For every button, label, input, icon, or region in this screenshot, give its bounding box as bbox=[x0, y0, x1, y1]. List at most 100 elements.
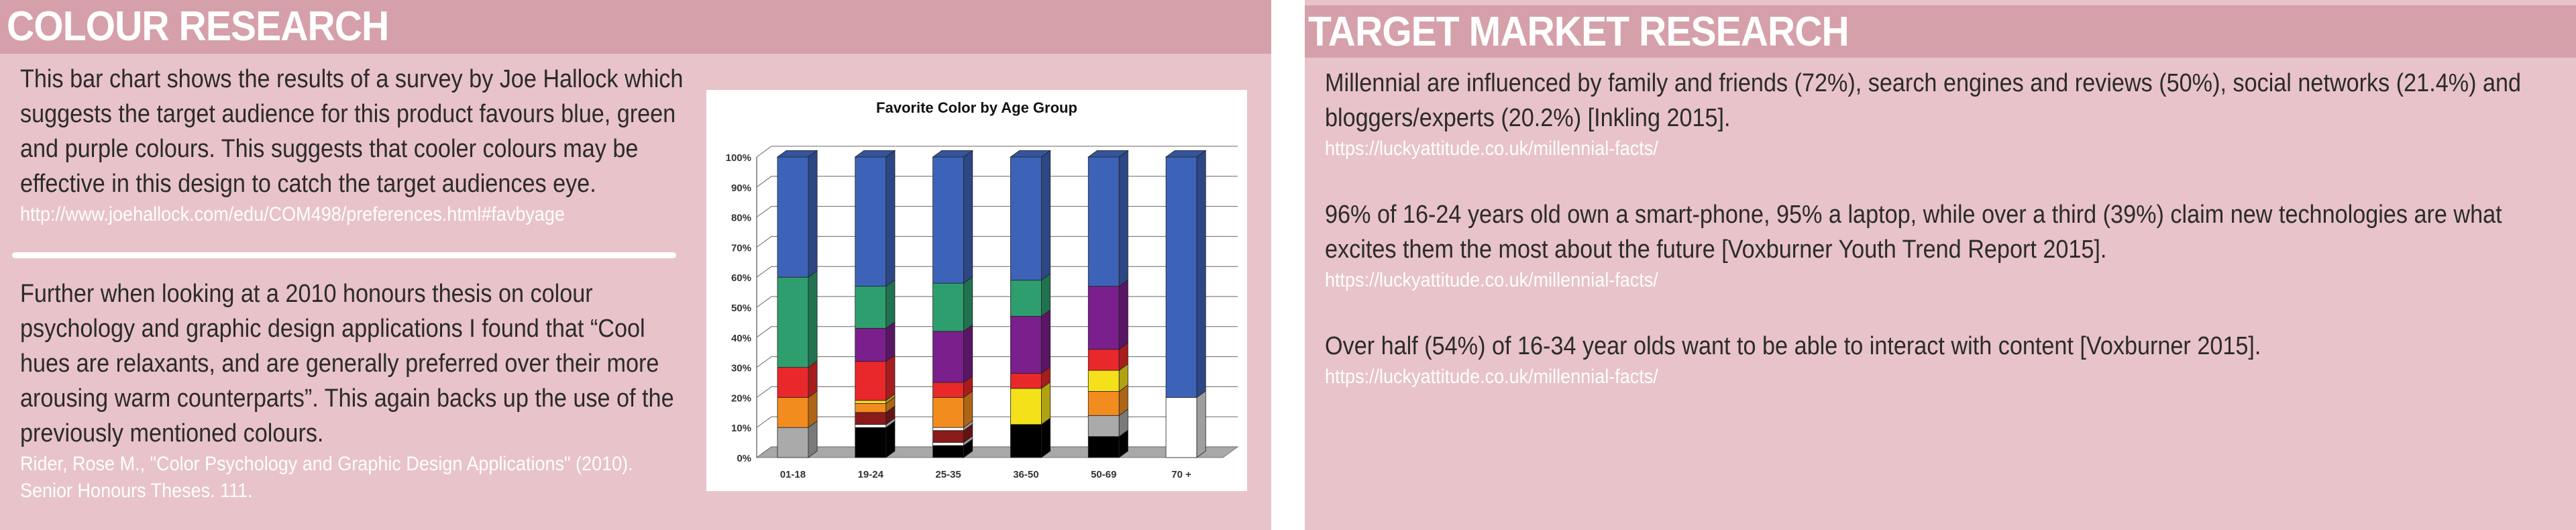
target-item-line: excites them the most about the future [… bbox=[1325, 235, 2107, 264]
colour-para-1-line: and purple colours. This suggests that c… bbox=[20, 135, 639, 163]
chart-bar-segment bbox=[1010, 273, 1051, 317]
chart-y-tick-label: 50% bbox=[731, 303, 751, 314]
target-item-line: Millennial are influenced by family and … bbox=[1325, 69, 2522, 97]
chart-category-label: 01-18 bbox=[780, 469, 806, 480]
target-item: 96% of 16-24 years old own a smart-phone… bbox=[1325, 197, 2532, 294]
chart-gridline bbox=[756, 235, 1238, 248]
chart-bar-segment bbox=[1010, 417, 1051, 458]
chart-gridline bbox=[756, 176, 1238, 188]
chart-gridline bbox=[756, 356, 1238, 368]
colour-para-2-source: Senior Honours Theses. 111. bbox=[20, 480, 253, 502]
chart-bar-segment bbox=[777, 150, 818, 278]
chart-category-label: 19-24 bbox=[858, 469, 884, 480]
chart-bar-segment bbox=[1087, 150, 1128, 287]
chart-y-tick-label: 60% bbox=[731, 272, 751, 284]
chart-bar-segment bbox=[855, 150, 896, 287]
colour-research-panel: COLOUR RESEARCH This bar chart shows the… bbox=[0, 0, 1271, 530]
chart-category-label: 50-69 bbox=[1091, 469, 1116, 480]
target-item-line: bloggers/experts (20.2%) [Inkling 2015]. bbox=[1325, 104, 1731, 132]
chart-bar-segment bbox=[777, 360, 818, 399]
colour-para-1: This bar chart shows the results of a su… bbox=[20, 62, 684, 228]
chart-category-label: 25-35 bbox=[935, 469, 961, 480]
chart-y-tick-label: 80% bbox=[731, 213, 751, 224]
chart-bar-segment bbox=[932, 423, 973, 443]
colour-research-title: COLOUR RESEARCH bbox=[7, 3, 389, 50]
chart-gridline bbox=[756, 326, 1238, 338]
target-item-line: 96% of 16-24 years old own a smart-phone… bbox=[1325, 201, 2502, 229]
target-item: Millennial are influenced by family and … bbox=[1325, 66, 2532, 162]
target-item-source-link[interactable]: https://luckyattitude.co.uk/millennial-f… bbox=[1325, 366, 1658, 388]
chart-title: Favorite Color by Age Group bbox=[876, 99, 1077, 116]
colour-para-1-source-link[interactable]: http://www.joehallock.com/edu/COM498/pre… bbox=[20, 203, 565, 225]
section-divider bbox=[12, 252, 676, 258]
chart-bar-segment bbox=[932, 390, 973, 428]
chart-bar-segment bbox=[1087, 279, 1128, 350]
chart-y-tick-label: 100% bbox=[726, 152, 751, 164]
chart-bar-top bbox=[854, 150, 896, 158]
chart-bar-top bbox=[1165, 150, 1207, 158]
chart-bar-segment bbox=[1165, 150, 1206, 399]
favorite-color-chart: Favorite Color by Age Group 0% 10% 20% 30% 4… bbox=[706, 90, 1247, 491]
chart-bar-segment bbox=[1010, 150, 1051, 281]
chart-bar-segment bbox=[1087, 429, 1128, 458]
chart-bar-segment bbox=[777, 270, 818, 368]
chart-bar-segment bbox=[1087, 384, 1128, 417]
colour-para-2: Further when looking at a 2010 honours t… bbox=[20, 276, 684, 505]
chart-bar-segment bbox=[932, 438, 973, 458]
chart-bar-top bbox=[1087, 150, 1129, 158]
colour-para-1-line: This bar chart shows the results of a su… bbox=[20, 65, 684, 93]
chart-bar-segment bbox=[855, 321, 896, 362]
chart-y-tick-label: 90% bbox=[731, 182, 751, 194]
target-item: Over half (54%) of 16-34 year olds want … bbox=[1325, 329, 2532, 390]
chart-bar-segment bbox=[777, 420, 818, 458]
chart-y-tick-label: 10% bbox=[731, 423, 751, 434]
colour-para-1-line: suggests the target audience for this pr… bbox=[20, 100, 676, 128]
chart-gridline bbox=[756, 296, 1238, 308]
chart-y-tick-label: 20% bbox=[731, 392, 751, 404]
colour-research-header: COLOUR RESEARCH bbox=[0, 0, 1271, 54]
target-item-line: Over half (54%) of 16-34 year olds want … bbox=[1325, 332, 2261, 360]
chart-y-tick-label: 0% bbox=[737, 453, 751, 464]
target-item-source-link[interactable]: https://luckyattitude.co.uk/millennial-f… bbox=[1325, 138, 1658, 160]
chart-gridline bbox=[756, 416, 1238, 428]
colour-para-2-line: previously mentioned colours. bbox=[20, 419, 324, 447]
chart-category-label: 70 + bbox=[1171, 469, 1191, 480]
chart-bar-segment bbox=[1087, 342, 1128, 371]
target-market-panel: TARGET MARKET RESEARCH Millennial are in… bbox=[1305, 0, 2576, 530]
chart-bar-top bbox=[776, 150, 818, 158]
target-market-title: TARGET MARKET RESEARCH bbox=[1308, 9, 1849, 55]
chart-bar-segment bbox=[932, 150, 973, 284]
colour-para-2-line: arousing warm counterparts”. This again … bbox=[20, 384, 674, 413]
chart-gridline bbox=[756, 206, 1238, 218]
colour-para-2-line: hues are relaxants, and are generally pr… bbox=[20, 350, 659, 378]
chart-bar-top bbox=[932, 150, 974, 158]
chart-gridline bbox=[756, 386, 1238, 398]
chart-bar-segment bbox=[932, 276, 973, 332]
chart-bar-segment bbox=[855, 279, 896, 329]
chart-y-tick-label: 30% bbox=[731, 363, 751, 374]
target-market-header: TARGET MARKET RESEARCH bbox=[1305, 5, 2576, 58]
chart-bar-segment bbox=[1165, 390, 1206, 458]
chart-bar-segment bbox=[1087, 363, 1128, 392]
chart-floor bbox=[755, 446, 1239, 458]
chart-bar-top bbox=[1010, 150, 1051, 158]
target-item-source-link[interactable]: https://luckyattitude.co.uk/millennial-f… bbox=[1325, 269, 1658, 291]
colour-para-2-line: psychology and graphic design applicatio… bbox=[20, 315, 645, 343]
chart-gridline bbox=[756, 146, 1238, 158]
chart-bar-segment bbox=[855, 396, 896, 413]
colour-para-2-line: Further when looking at a 2010 honours t… bbox=[20, 280, 593, 308]
chart-bar-segment bbox=[1010, 309, 1051, 374]
chart-gridline bbox=[756, 266, 1238, 278]
chart-bar-segment bbox=[932, 324, 973, 383]
chart-category-label: 36-50 bbox=[1013, 469, 1038, 480]
chart-y-tick-label: 40% bbox=[731, 333, 751, 344]
chart-y-tick-label: 70% bbox=[731, 242, 751, 254]
chart-bar-segment bbox=[855, 420, 896, 458]
chart-svg: Favorite Color by Age Group 0% 10% 20% 30% 4… bbox=[726, 99, 1239, 480]
colour-para-2-source: Rider, Rose M., "Color Psychology and Gr… bbox=[20, 453, 633, 475]
chart-bar-segment bbox=[855, 354, 896, 401]
chart-bar-segment bbox=[777, 390, 818, 428]
target-market-body: Millennial are influenced by family and … bbox=[1325, 66, 2532, 425]
colour-para-1-line: effective in this design to catch the ta… bbox=[20, 170, 596, 198]
chart-gridline bbox=[756, 446, 1238, 458]
